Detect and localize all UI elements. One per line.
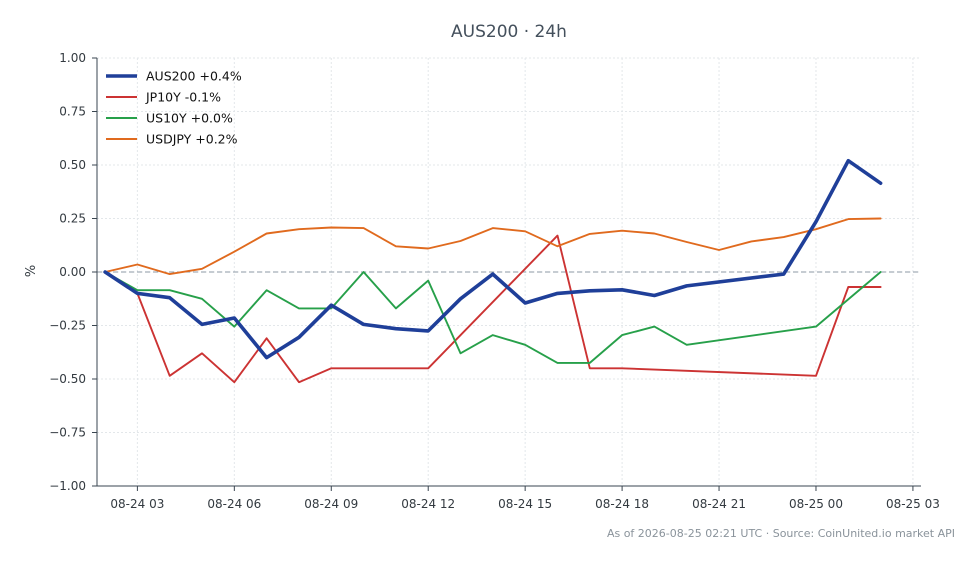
x-tick-label: 08-24 15 bbox=[498, 497, 552, 511]
y-tick-label: −0.25 bbox=[49, 319, 86, 333]
y-tick-label: −0.75 bbox=[49, 426, 86, 440]
series-lines bbox=[103, 158, 883, 384]
legend-label-jp10y: JP10Y -0.1% bbox=[145, 90, 221, 105]
y-axis-ticks: 1.00 0.75 0.50 0.25 0.00 −0.25 −0.50 −0.75 −1.00 bbox=[49, 51, 97, 493]
y-tick-label: 0.75 bbox=[59, 105, 86, 119]
y-tick-label: 1.00 bbox=[59, 51, 86, 65]
series-line-usdjpy bbox=[104, 217, 882, 276]
y-tick-label: −1.00 bbox=[49, 479, 86, 493]
footer-source: As of 2026-08-25 02:21 UTC · Source: Coi… bbox=[607, 527, 955, 540]
series-line-aus200 bbox=[103, 158, 883, 360]
x-tick-label: 08-24 06 bbox=[207, 497, 261, 511]
x-tick-label: 08-24 12 bbox=[401, 497, 455, 511]
y-axis-label: % bbox=[24, 265, 39, 277]
series-line-us10y bbox=[104, 271, 882, 364]
y-tick-label: 0.25 bbox=[59, 212, 86, 226]
x-tick-label: 08-25 00 bbox=[789, 497, 843, 511]
legend-label-usdjpy: USDJPY +0.2% bbox=[146, 132, 238, 147]
x-axis-ticks: 08-24 03 08-24 06 08-24 09 08-24 12 08-24 15… bbox=[110, 486, 940, 511]
legend-label-aus200: AUS200 +0.4% bbox=[146, 69, 242, 84]
y-tick-label: 0.50 bbox=[59, 158, 86, 172]
x-tick-label: 08-24 09 bbox=[304, 497, 358, 511]
legend: AUS200 +0.4% JP10Y -0.1% US10Y +0.0% USDJPY… bbox=[106, 69, 242, 147]
legend-label-us10y: US10Y +0.0% bbox=[146, 111, 233, 126]
x-tick-label: 08-24 03 bbox=[110, 497, 164, 511]
series-line-jp10y bbox=[104, 234, 882, 384]
y-tick-label: 0.00 bbox=[59, 265, 86, 279]
chart-title: AUS200 · 24h bbox=[451, 22, 567, 42]
x-tick-label: 08-24 18 bbox=[595, 497, 649, 511]
x-tick-label: 08-24 21 bbox=[692, 497, 746, 511]
y-tick-label: −0.50 bbox=[49, 372, 86, 386]
x-tick-label: 08-25 03 bbox=[886, 497, 940, 511]
